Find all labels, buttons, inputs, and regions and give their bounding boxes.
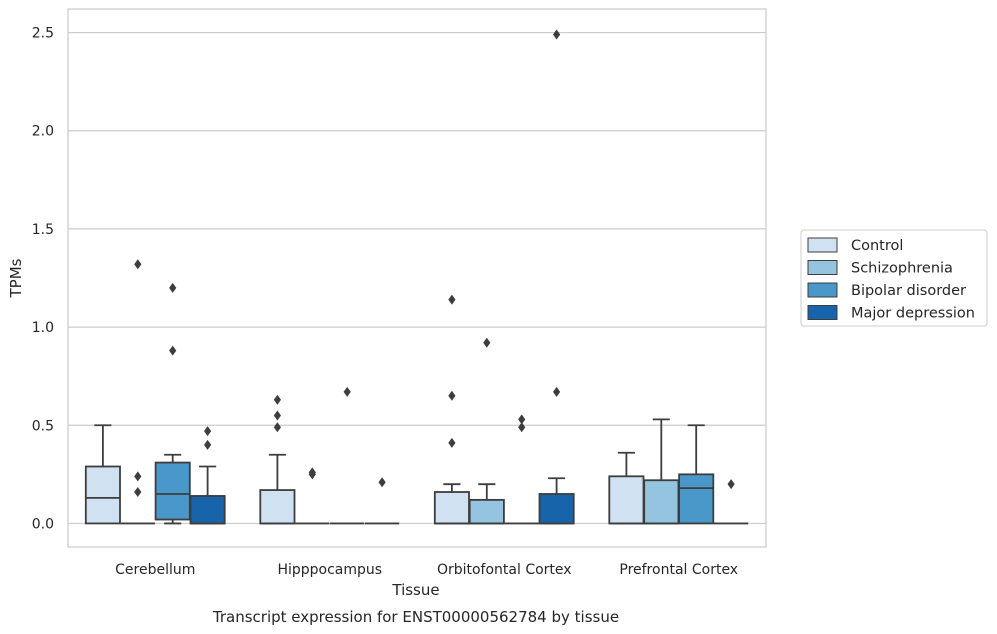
- x-tick-label: Hipppocampus: [277, 562, 382, 578]
- box: [538, 29, 575, 525]
- legend-swatch: [807, 237, 838, 253]
- y-tick-label: 1.0: [32, 320, 54, 336]
- outlier-point: [134, 487, 142, 498]
- box-body: [259, 489, 296, 525]
- chart-title: Transcript expression for ENST0000056278…: [212, 608, 619, 626]
- box-body: [468, 498, 505, 525]
- legend-label: Control: [851, 238, 903, 254]
- box-body: [608, 475, 645, 525]
- legend: Control Schizophrenia Bipolar disorder Majo…: [800, 229, 988, 327]
- box: [468, 337, 505, 525]
- outlier-point: [518, 422, 526, 433]
- outlier-point: [273, 394, 281, 405]
- box: [504, 414, 539, 525]
- y-axis-label: TPMs: [7, 258, 25, 298]
- outlier-point: [553, 29, 561, 40]
- legend-swatch: [807, 260, 838, 275]
- outlier-point: [448, 390, 456, 401]
- box-body: [678, 473, 715, 525]
- box: [678, 424, 715, 525]
- box: [643, 418, 680, 525]
- outlier-point: [448, 437, 456, 448]
- box-body: [643, 479, 680, 525]
- outlier-point: [204, 439, 212, 450]
- outlier-point: [448, 294, 456, 305]
- outlier-point: [343, 386, 351, 397]
- box: [608, 451, 645, 525]
- y-tick-labels: 0.0 0.5 1.0 1.5 2.0 2.5: [32, 26, 54, 533]
- outlier-point: [169, 282, 177, 293]
- box: [154, 282, 191, 525]
- grid-lines: [68, 31, 766, 525]
- outlier-point: [518, 414, 526, 425]
- y-tick-label: 0.0: [32, 516, 54, 532]
- y-tick-label: 2.5: [32, 26, 54, 42]
- box-body: [538, 493, 575, 525]
- y-tick-label: 2.0: [32, 124, 54, 140]
- box: [120, 259, 155, 525]
- box-body: [433, 491, 470, 525]
- x-tick-label: Cerebellum: [115, 562, 195, 578]
- box: [84, 424, 121, 525]
- outlier-point: [553, 386, 561, 397]
- box: [259, 394, 296, 525]
- legend-swatch: [807, 305, 838, 320]
- outlier-point: [273, 422, 281, 433]
- box-body: [154, 461, 191, 521]
- legend-frame: [800, 229, 988, 327]
- box: [713, 479, 749, 525]
- outlier-point: [169, 345, 177, 356]
- box: [330, 386, 365, 525]
- outlier-point: [134, 471, 142, 482]
- x-tick-label: Prefrontal Cortex: [619, 562, 738, 578]
- outlier-point: [483, 337, 491, 348]
- box-body: [189, 495, 226, 525]
- y-tick-label: 0.5: [32, 418, 54, 434]
- legend-label: Schizophrenia: [851, 261, 953, 277]
- outlier-point: [273, 410, 281, 421]
- x-axis-label: Tissue: [391, 581, 439, 599]
- outlier-point: [308, 467, 316, 478]
- box-body: [84, 465, 121, 525]
- outlier-point: [378, 477, 386, 488]
- x-tick-label: Orbitofontal Cortex: [437, 562, 572, 578]
- box: [364, 477, 400, 525]
- x-tick-labels: Cerebellum Hipppocampus Orbitofontal Corte…: [115, 562, 738, 578]
- outlier-point: [134, 259, 142, 270]
- outlier-point: [727, 479, 735, 490]
- box-series: [84, 29, 749, 525]
- outlier-point: [204, 426, 212, 437]
- box: [295, 467, 330, 525]
- box: [189, 426, 226, 525]
- plot-frame: [67, 8, 767, 548]
- plot-area: [68, 9, 766, 547]
- legend-label: Major depression: [851, 306, 975, 322]
- y-tick-label: 1.5: [32, 222, 54, 238]
- legend-swatch: [807, 282, 838, 298]
- legend-label: Bipolar disorder: [851, 283, 966, 299]
